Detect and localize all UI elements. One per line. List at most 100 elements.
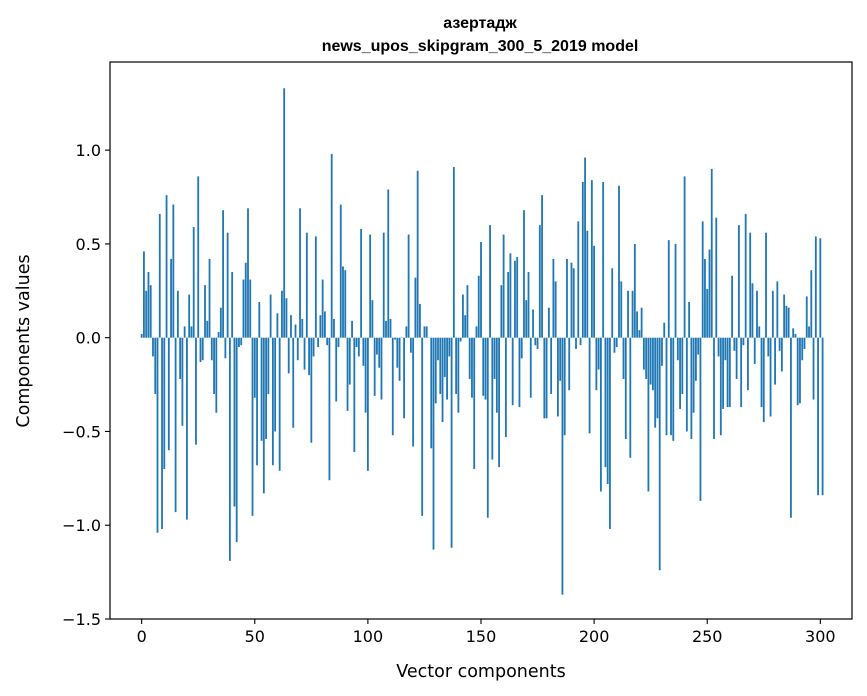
bar <box>416 170 419 338</box>
bar <box>480 242 482 338</box>
bar <box>430 337 433 449</box>
bar <box>606 337 609 484</box>
bar <box>821 337 824 496</box>
bar <box>296 337 299 361</box>
bar <box>441 337 444 423</box>
bar <box>269 294 272 338</box>
bar <box>450 337 453 548</box>
bar <box>437 337 439 361</box>
bar <box>240 337 243 346</box>
bar <box>543 337 546 419</box>
bar <box>464 315 467 338</box>
bar <box>396 337 399 368</box>
bar <box>149 285 152 338</box>
bar <box>516 257 519 338</box>
bar <box>339 204 342 338</box>
bar <box>276 313 279 338</box>
bar <box>652 337 654 391</box>
bar <box>796 337 799 406</box>
bar <box>457 337 460 413</box>
bar <box>638 330 641 338</box>
bar <box>665 337 668 436</box>
bar <box>165 195 168 338</box>
bar <box>774 337 776 385</box>
bar <box>186 337 188 520</box>
bar <box>353 337 356 453</box>
bar <box>710 168 713 338</box>
bar <box>690 337 693 439</box>
bar <box>419 303 421 338</box>
bar <box>747 337 749 391</box>
bar <box>726 337 729 408</box>
y-axis-ticks: 1.0 0.5 0.0 −0.5 −1.0 −1.5 <box>62 141 110 629</box>
bar <box>231 272 234 338</box>
x-tick-label: 200 <box>579 627 610 646</box>
bar <box>434 337 437 404</box>
bar <box>685 337 688 432</box>
bar <box>244 262 247 338</box>
bar <box>188 294 191 338</box>
bar <box>274 337 277 432</box>
bar <box>676 337 679 361</box>
bar <box>294 324 297 338</box>
bar <box>504 337 507 438</box>
y-tick-label: 0.5 <box>76 235 101 254</box>
bar <box>373 337 376 396</box>
bar <box>771 290 774 338</box>
bar <box>733 337 736 351</box>
bar <box>394 337 396 340</box>
bar <box>459 337 462 342</box>
bar <box>468 337 471 379</box>
bar <box>303 337 306 370</box>
bar <box>281 290 283 338</box>
bar <box>425 326 428 338</box>
chart-title-line-2: news_upos_skipgram_300_5_2019 model <box>322 38 639 55</box>
bar <box>615 337 618 348</box>
bar <box>247 208 249 338</box>
bar <box>364 337 367 413</box>
bar <box>466 285 469 338</box>
x-tick-label: 150 <box>466 627 497 646</box>
bar <box>645 337 648 379</box>
bar <box>167 337 170 451</box>
bar <box>423 326 426 338</box>
bar <box>292 337 295 428</box>
bar <box>599 337 602 492</box>
bar <box>222 210 225 338</box>
bar <box>523 210 525 338</box>
bar <box>228 337 231 561</box>
bar <box>593 245 596 338</box>
y-tick-label: −1.0 <box>62 516 101 535</box>
bar <box>534 337 537 346</box>
bar <box>568 337 571 391</box>
bar <box>552 258 555 338</box>
bar <box>509 253 512 338</box>
bar <box>491 337 494 460</box>
bar <box>785 305 788 338</box>
bar <box>412 337 415 447</box>
bar <box>654 337 657 428</box>
bar <box>692 337 695 413</box>
bar <box>563 337 566 436</box>
bar <box>163 337 166 469</box>
bar <box>376 337 378 355</box>
bar <box>486 337 489 518</box>
bar <box>398 337 401 381</box>
bar <box>233 337 236 507</box>
x-axis-label: Vector components <box>396 662 565 682</box>
bar <box>744 213 747 338</box>
bar <box>679 337 681 409</box>
bar <box>514 260 516 338</box>
bar <box>597 337 600 370</box>
bar <box>695 337 697 381</box>
bar <box>262 337 265 494</box>
bar <box>661 337 663 366</box>
bar <box>321 279 324 338</box>
bar <box>235 337 238 543</box>
bar <box>511 337 514 406</box>
bar <box>290 315 292 338</box>
bar <box>780 337 783 372</box>
bar <box>484 337 487 400</box>
bar <box>145 290 148 338</box>
